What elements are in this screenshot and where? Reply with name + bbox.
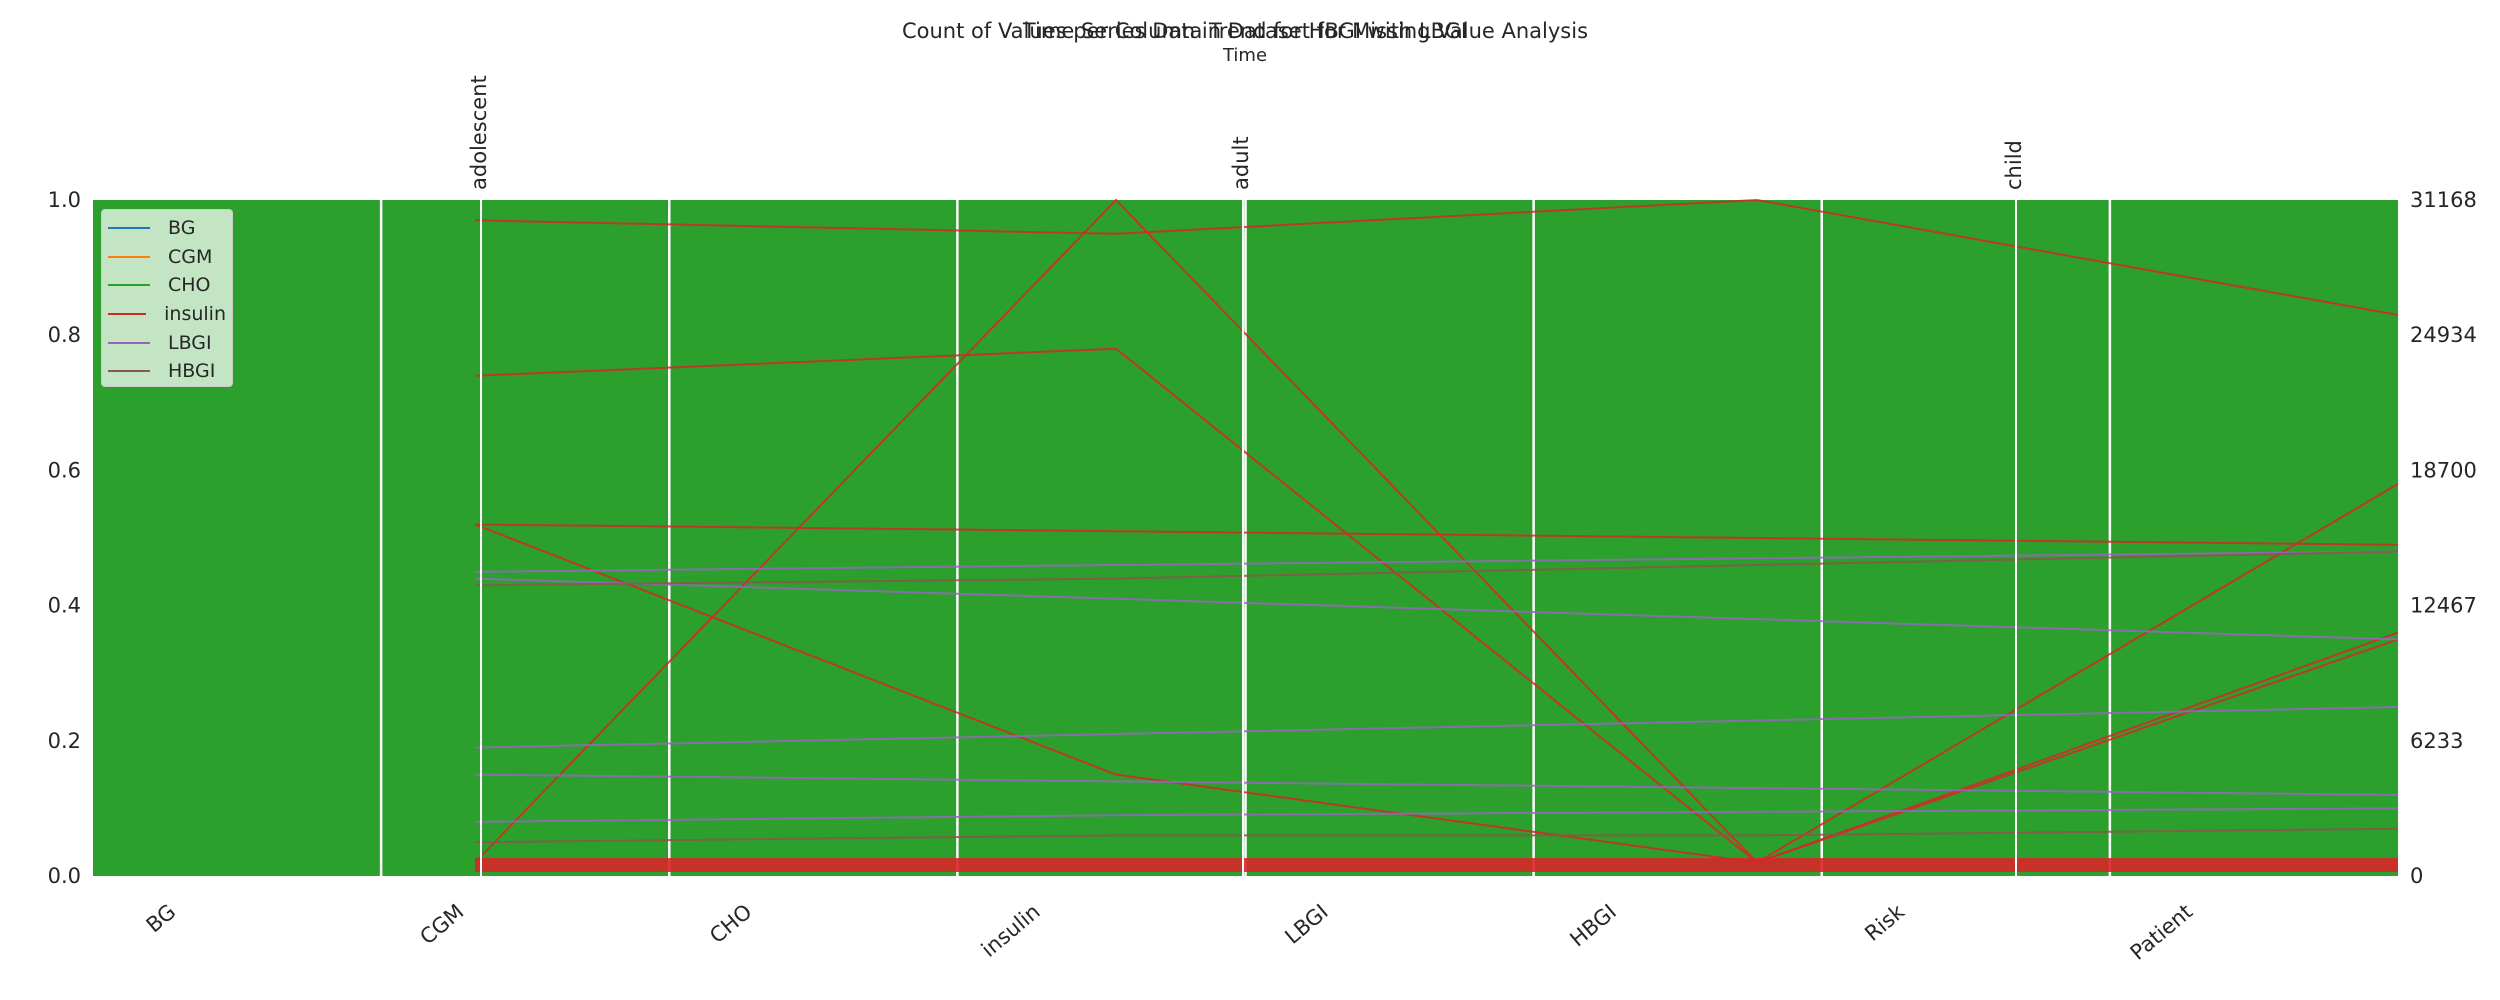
bar-chart-title: Count of Values per Column in Dataset fo… (902, 19, 1588, 43)
y2-tick-label: 31168 (2410, 188, 2477, 212)
x-tick-label: CHO (705, 899, 756, 948)
legend-label-hbgi: HBGI (168, 360, 216, 383)
y-tick-label: 1.0 (48, 188, 81, 212)
x-tick-label: insulin (977, 899, 1045, 961)
legend-label-cho: CHO (168, 274, 211, 297)
legend: BG CGM CHO insulin LBGI HBGI (101, 209, 233, 387)
legend-label-cgm: CGM (168, 245, 213, 268)
y2-tick-label: 18700 (2410, 458, 2477, 482)
legend-swatch-insulin (108, 313, 147, 316)
legend-label-lbgi: LBGI (168, 331, 212, 354)
x-tick-label: BG (142, 899, 181, 937)
y2-tick-label: 12467 (2410, 594, 2477, 618)
y2-tick-label: 6233 (2410, 729, 2463, 753)
legend-item-insulin: insulin (108, 300, 226, 329)
x-tick-label: LBGI (1280, 899, 1332, 948)
x-tick-label: HBGI (1565, 899, 1620, 951)
legend-item-hbgi: HBGI (108, 357, 226, 386)
line-series-1 (474, 347, 2399, 864)
line-series-0 (474, 198, 2399, 316)
legend-swatch-cho (108, 284, 150, 287)
legend-item-cho: CHO (108, 271, 226, 300)
y2-tick-label: 0 (2410, 864, 2423, 888)
line-series-7 (474, 773, 2399, 796)
y-tick-label: 0.6 (48, 458, 81, 482)
line-chart-title: Time Series Data Trend for HBGI with LBG… (1022, 19, 1467, 43)
bar-cho (669, 200, 958, 876)
legend-item-cgm: CGM (108, 243, 226, 272)
line-series-6 (474, 706, 2399, 749)
legend-item-bg: BG (108, 214, 226, 243)
bar-patient (2109, 200, 2398, 876)
y-tick-label: 0.4 (48, 594, 81, 618)
line-plot-area (474, 198, 2399, 872)
line-series-11 (474, 827, 2399, 844)
line-series-4 (474, 550, 2399, 573)
x-tick-label: Patient (2126, 899, 2197, 964)
legend-item-lbgi: LBGI (108, 328, 226, 357)
bar-cgm (381, 200, 670, 876)
legend-label-insulin: insulin (164, 303, 226, 326)
legend-label-bg: BG (168, 217, 196, 240)
y-tick-label: 0.0 (48, 864, 81, 888)
time-axis-label: Time (1222, 45, 1267, 66)
legend-swatch-hbgi (108, 370, 150, 373)
x-tick-label: Risk (1860, 899, 1909, 946)
line-series-8 (474, 807, 2399, 823)
insulin-base-band (475, 858, 2398, 872)
bar-insulin (957, 200, 1246, 876)
bar-risk (1821, 200, 2110, 876)
bar-plot-area (93, 200, 2398, 876)
line-series-5 (474, 577, 2399, 641)
time-tick-label: adult (1229, 136, 1253, 190)
legend-swatch-lbgi (108, 341, 150, 344)
line-series-10 (474, 550, 2399, 587)
time-tick-label: adolescent (467, 75, 491, 190)
bar-lbgi (1245, 200, 1534, 876)
legend-swatch-cgm (108, 255, 150, 258)
y2-tick-label: 24934 (2410, 323, 2477, 347)
line-series-3 (474, 523, 2399, 864)
x-tick-label: CGM (415, 899, 468, 949)
line-series-9 (474, 523, 2399, 546)
legend-swatch-bg (108, 227, 150, 230)
line-series-2 (474, 198, 2399, 864)
y-tick-label: 0.2 (48, 729, 81, 753)
time-tick-label: child (2002, 140, 2026, 190)
y-tick-label: 0.8 (48, 323, 81, 347)
